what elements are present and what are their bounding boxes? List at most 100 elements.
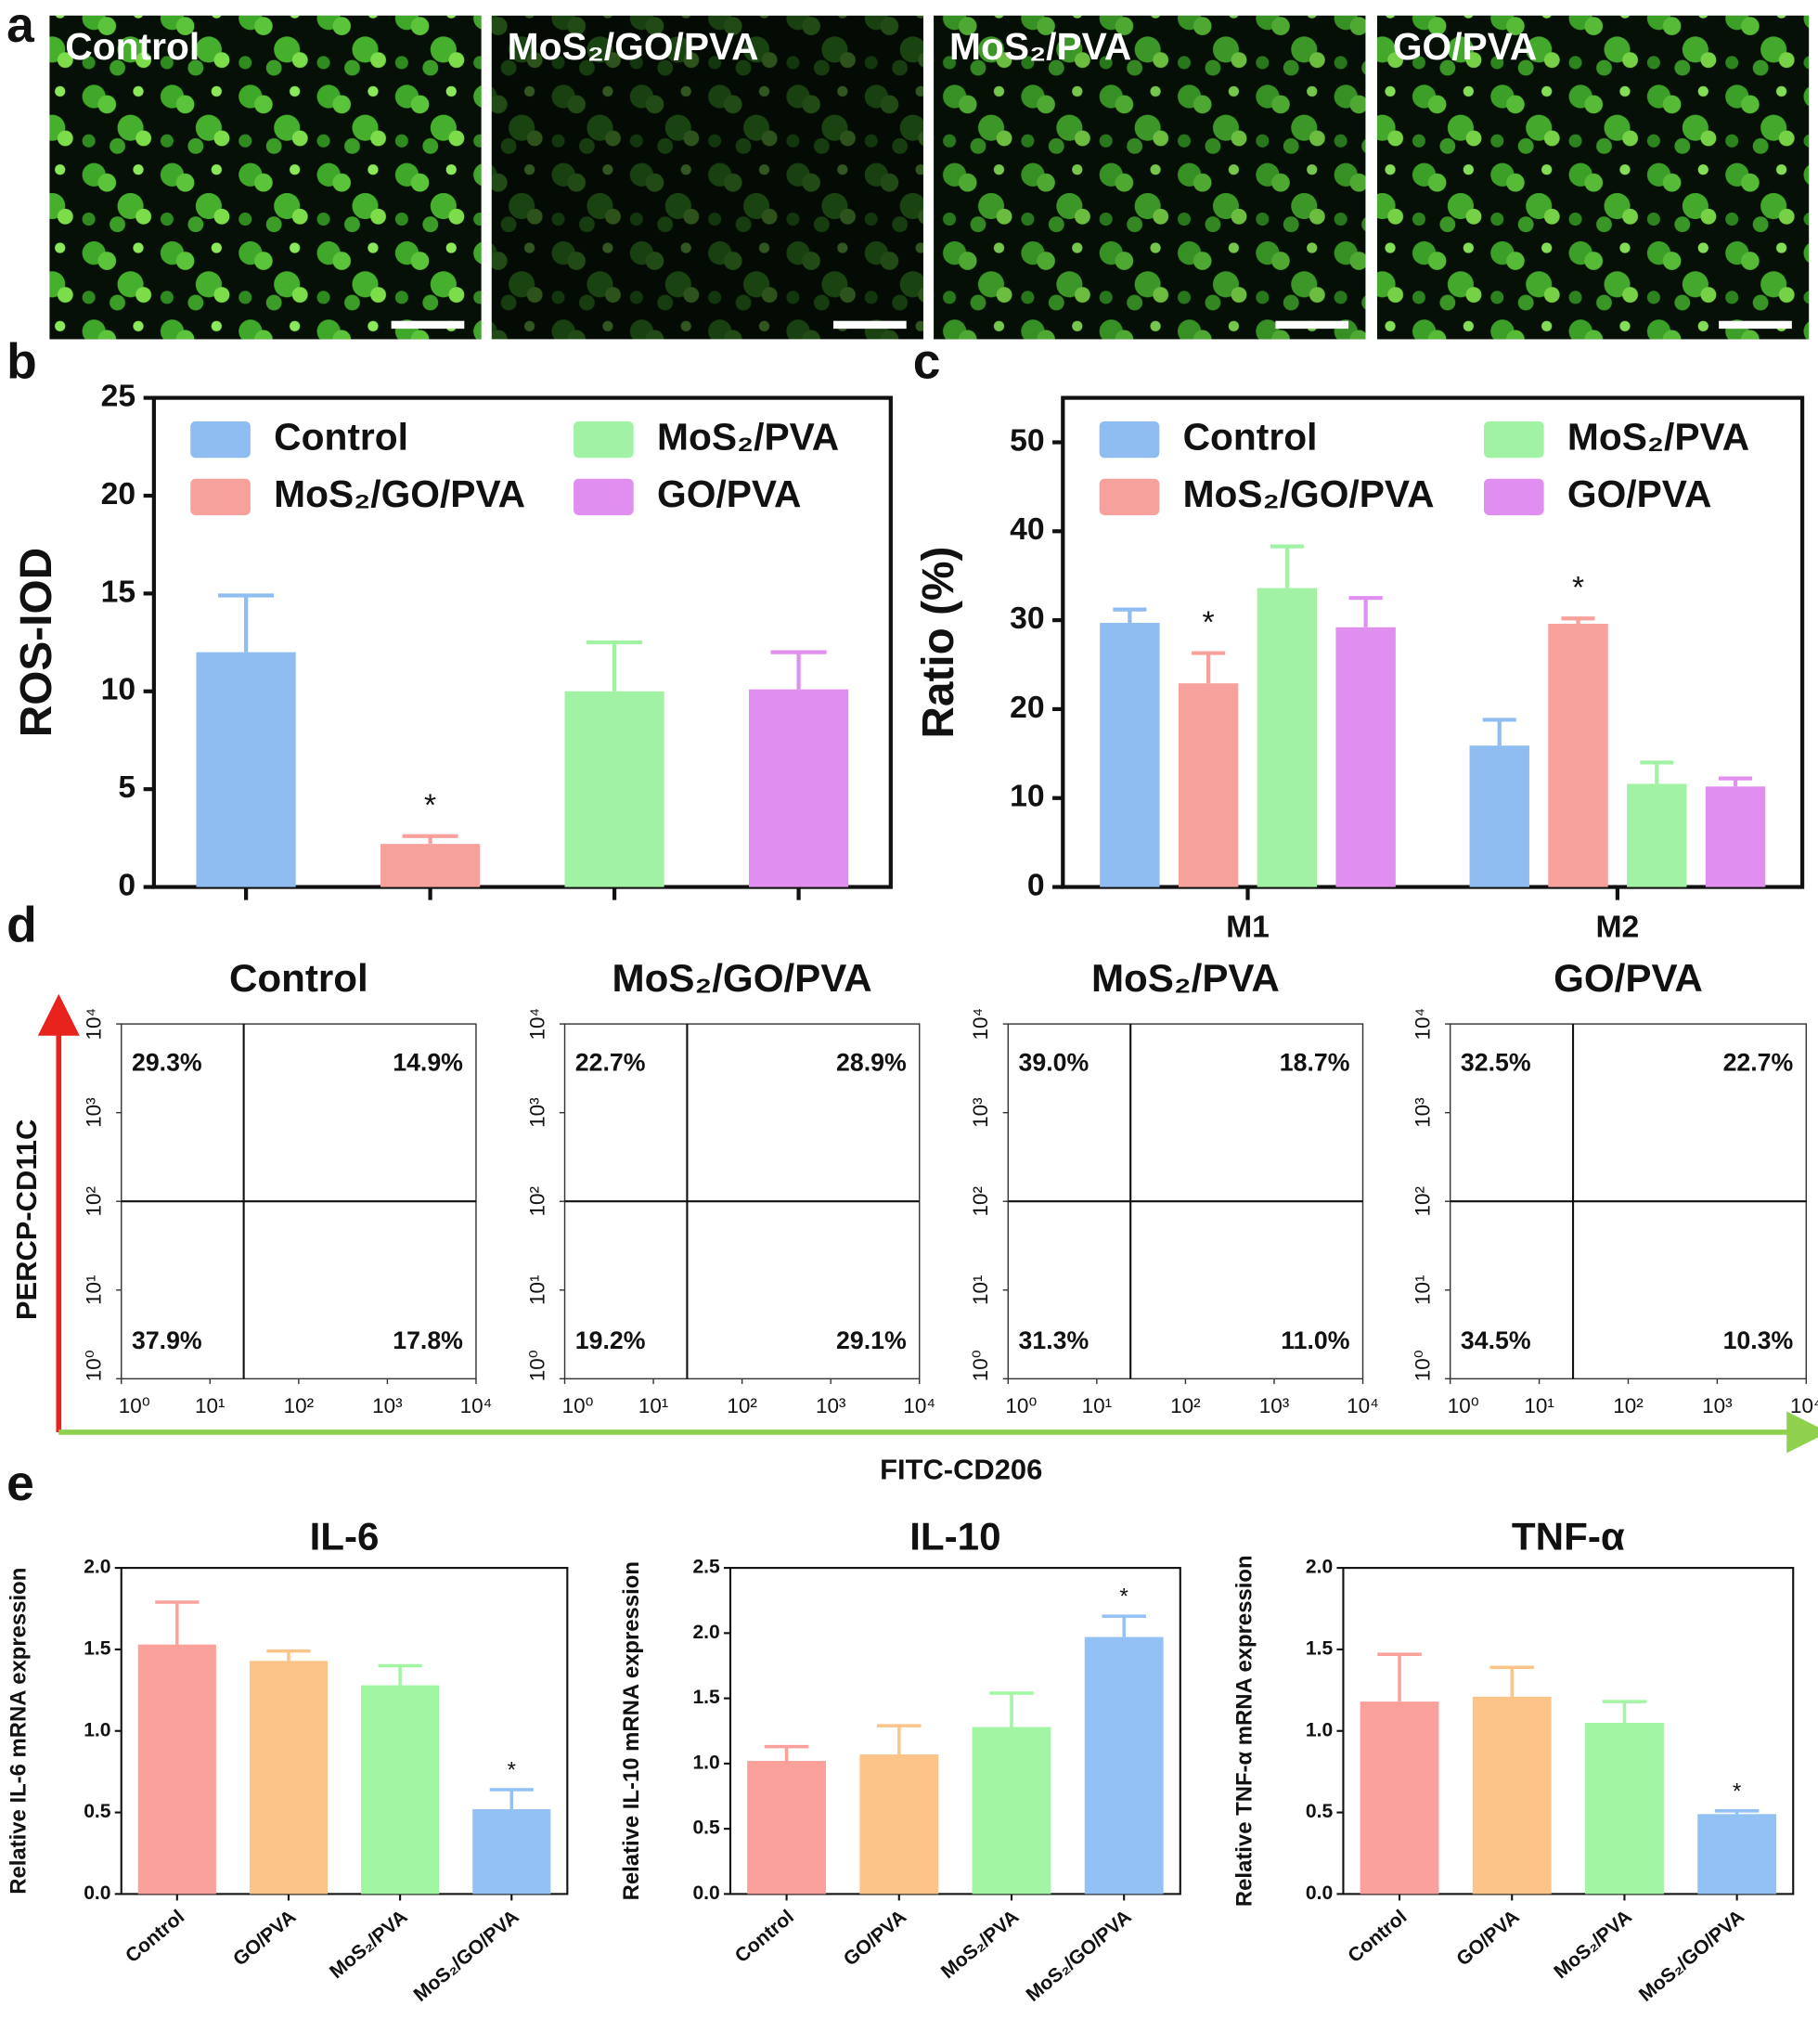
panel-letter: b <box>6 335 37 390</box>
micrograph <box>1376 15 1810 340</box>
error-bar <box>155 1600 200 1645</box>
legend-label: GO/PVA <box>1567 472 1711 515</box>
scale-bar <box>832 320 907 330</box>
y-tick-label: 10¹ <box>83 1275 106 1305</box>
error-bar <box>266 1649 311 1662</box>
x-tick-label: GO/PVA <box>229 1906 300 1970</box>
x-tick-label: 10¹ <box>1524 1394 1554 1417</box>
y-tick-label: 10⁰ <box>969 1350 992 1381</box>
error-bar <box>1602 1700 1647 1723</box>
legend-swatch <box>574 420 634 459</box>
legend-label: MoS₂/GO/PVA <box>274 472 525 515</box>
bar <box>1697 1814 1777 1895</box>
quadrant-label: 22.7% <box>1723 1049 1794 1077</box>
quadrant-label: 10.3% <box>1723 1326 1794 1354</box>
y-tick-label: 1.0 <box>1306 1719 1333 1740</box>
micrograph <box>49 15 482 340</box>
plot-frame <box>1061 395 1805 889</box>
y-tick-label: 10¹ <box>525 1275 548 1305</box>
error-bar <box>1718 776 1753 787</box>
legend-swatch <box>1099 478 1160 516</box>
bar <box>1472 1696 1552 1895</box>
y-tick-label: 1.5 <box>84 1637 111 1659</box>
bar <box>137 1644 216 1895</box>
micrograph-label: Control <box>65 25 200 68</box>
plot-frame <box>1342 1567 1795 1895</box>
bar <box>1705 786 1766 887</box>
error-bar <box>218 593 275 653</box>
quadrant-label: 22.7% <box>575 1049 646 1077</box>
x-tick-label: 10³ <box>1702 1394 1733 1417</box>
error-bar <box>770 650 827 690</box>
y-tick-label: 10² <box>1412 1185 1435 1216</box>
x-tick-label: 10⁰ <box>562 1394 594 1417</box>
y-tick-label: 25 <box>101 379 136 414</box>
y-tick-label: 10⁰ <box>83 1350 106 1381</box>
x-tick-label: 10⁴ <box>460 1394 493 1417</box>
bar <box>1100 622 1160 887</box>
quadrant-label: 28.9% <box>836 1049 907 1077</box>
significance: * <box>1572 570 1584 605</box>
scale-bar <box>1275 320 1349 330</box>
y-tick-label: 2.0 <box>84 1557 110 1578</box>
quadrant-label: 32.5% <box>1461 1049 1531 1077</box>
x-tick-label: 10² <box>727 1394 757 1417</box>
panel-letter: a <box>6 0 35 53</box>
chart-title: MoS₂/GO/PVA <box>612 956 872 1000</box>
error-bar <box>1482 718 1516 746</box>
error-bar <box>1192 651 1226 684</box>
x-tick-label: 10¹ <box>1082 1394 1112 1417</box>
micrograph-label: GO/PVA <box>1393 25 1537 68</box>
bar <box>859 1754 939 1895</box>
error-bar <box>1714 1809 1760 1815</box>
y-tick-label: 10⁰ <box>1412 1350 1435 1381</box>
x-tick-label: 10³ <box>816 1394 846 1417</box>
bar <box>1257 588 1318 887</box>
chart-title: GO/PVA <box>1554 956 1703 1000</box>
quadrant-label: 31.3% <box>1019 1326 1090 1354</box>
y-tick-label: 10¹ <box>969 1275 992 1305</box>
flow-x-label: FITC-CD206 <box>880 1453 1042 1485</box>
quadrant-label: 14.9% <box>393 1049 463 1077</box>
plot-frame <box>151 395 893 889</box>
y-tick-label: 1.5 <box>1306 1637 1334 1659</box>
legend-swatch <box>1099 420 1160 459</box>
panel-letter: e <box>6 1456 34 1511</box>
x-tick-label: 10¹ <box>638 1394 668 1417</box>
x-tick-label: Control <box>122 1906 188 1967</box>
x-tick-label: M1 <box>1226 909 1270 944</box>
legend-swatch <box>1483 478 1544 516</box>
quadrant-label: 29.3% <box>132 1049 202 1077</box>
y-tick-label: 2.5 <box>692 1557 720 1578</box>
y-axis-label: ROS-IOD <box>12 548 61 737</box>
error-bar <box>1102 1614 1146 1637</box>
legend-label: Control <box>274 415 408 458</box>
bar <box>1084 1636 1164 1895</box>
y-tick-label: 50 <box>1010 422 1045 458</box>
y-tick-label: 10⁴ <box>1412 1008 1435 1041</box>
error-bar <box>1377 1652 1422 1702</box>
y-axis-label: Relative IL-10 mRNA expression <box>619 1561 644 1900</box>
x-tick-label: GO/PVA <box>840 1906 910 1970</box>
legend-label: GO/PVA <box>657 472 801 515</box>
y-tick-label: 1.0 <box>84 1719 110 1740</box>
bar <box>1178 683 1239 887</box>
significance: * <box>424 788 436 823</box>
y-tick-label: 10² <box>83 1185 106 1216</box>
bar <box>196 652 296 887</box>
y-tick-label: 5 <box>118 770 135 805</box>
bar <box>249 1661 329 1895</box>
error-bar <box>989 1691 1034 1727</box>
legend-swatch <box>190 478 251 516</box>
y-tick-label: 10⁴ <box>525 1008 548 1041</box>
x-tick-label: 10⁴ <box>903 1394 935 1417</box>
chart-title: Control <box>229 956 368 1000</box>
micrograph <box>491 15 923 340</box>
significance: * <box>1120 1585 1128 1610</box>
quadrant-label: 34.5% <box>1461 1326 1531 1354</box>
x-tick-label: 10⁴ <box>1347 1394 1379 1417</box>
plot-frame <box>120 1567 569 1895</box>
x-tick-label: 10² <box>1613 1394 1644 1417</box>
